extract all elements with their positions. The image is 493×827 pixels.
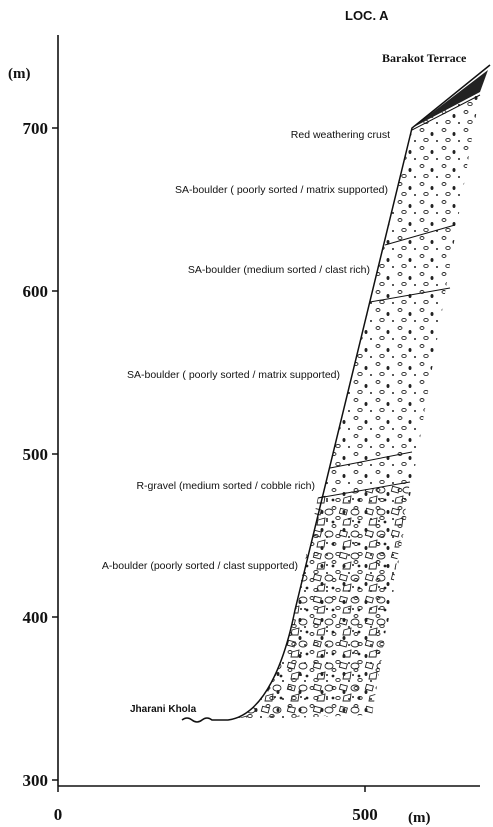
deposit bbox=[228, 70, 488, 720]
layer-label: Red weathering crust bbox=[291, 129, 390, 141]
layer-label: SA-boulder ( poorly sorted / matrix supp… bbox=[127, 369, 340, 381]
ticks: 300 400 500 600 700 0 500 bbox=[23, 119, 378, 824]
layer-label: SA-boulder ( poorly sorted / matrix supp… bbox=[175, 184, 388, 196]
y-tick-label: 300 bbox=[23, 771, 49, 790]
place-label: Barakot Terrace bbox=[382, 51, 467, 65]
x-unit: (m) bbox=[408, 810, 431, 826]
layer-label: SA-boulder (medium sorted / clast rich) bbox=[188, 264, 370, 276]
layer-label: A-boulder (poorly sorted / clast support… bbox=[102, 560, 298, 572]
x-tick-label: 500 bbox=[352, 805, 378, 824]
y-tick-label: 500 bbox=[23, 445, 49, 464]
section-diagram: 300 400 500 600 700 0 500 LOC. A (m) (m) Barak… bbox=[0, 0, 493, 827]
place-label: Jharani Khola bbox=[130, 704, 197, 715]
y-tick-label: 600 bbox=[23, 282, 49, 301]
x-tick-label: 0 bbox=[54, 805, 63, 824]
y-tick-label: 400 bbox=[23, 608, 49, 627]
y-unit: (m) bbox=[8, 66, 31, 82]
title: LOC. A bbox=[345, 8, 389, 23]
layer-label: R-gravel (medium sorted / cobble rich) bbox=[136, 480, 315, 492]
y-tick-label: 700 bbox=[23, 119, 49, 138]
